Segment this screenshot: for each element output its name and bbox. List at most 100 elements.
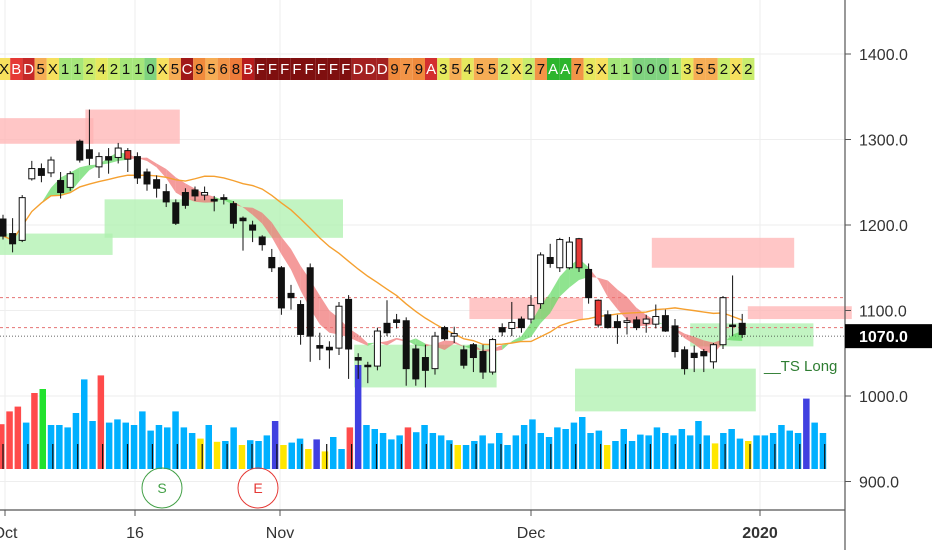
volume-bar xyxy=(97,375,105,469)
candle xyxy=(95,152,103,178)
rating-cell-bg xyxy=(22,58,35,80)
candle xyxy=(373,327,381,371)
rating-cell: 9 xyxy=(388,58,401,80)
rating-cell-text: 3 xyxy=(683,61,691,78)
candle-body xyxy=(28,168,36,180)
volume-bar xyxy=(172,411,179,469)
candle xyxy=(220,194,228,205)
candle xyxy=(47,156,55,178)
candle-body xyxy=(153,179,161,189)
candle xyxy=(325,341,333,369)
ma-ribbon-segment xyxy=(387,337,397,346)
rating-cell: D xyxy=(22,58,35,80)
supply-zone xyxy=(469,297,583,320)
candle-body xyxy=(258,236,266,246)
candle-body xyxy=(57,180,65,194)
rating-cell: 7 xyxy=(534,58,547,80)
candle xyxy=(0,214,7,240)
ma-ribbon-segment xyxy=(598,277,608,298)
rating-cell-bg xyxy=(608,58,621,80)
candle-body xyxy=(537,254,545,305)
volume-bar xyxy=(686,435,694,469)
volume-bar xyxy=(579,417,586,469)
rating-cell-text: X xyxy=(48,61,58,78)
supply-zone xyxy=(85,109,180,144)
rating-cell: X xyxy=(595,58,608,80)
volume-bar xyxy=(803,398,810,469)
candle-body xyxy=(719,297,727,346)
ma-ribbon-segment xyxy=(607,280,618,310)
candle xyxy=(114,142,122,164)
demand-zone xyxy=(575,368,756,412)
rating-cell-text: 1 xyxy=(73,61,81,78)
ma-ribbon-segment xyxy=(291,248,301,291)
rating-cell: 2 xyxy=(107,58,120,80)
candle-body xyxy=(297,304,305,335)
volume-bar xyxy=(662,433,669,469)
candle-body xyxy=(709,344,717,363)
rating-cell-text: 1 xyxy=(122,61,130,78)
candle-body xyxy=(143,171,151,185)
rating-cell: F xyxy=(315,58,328,80)
ma-ribbon-segment xyxy=(531,305,541,338)
volume-bar xyxy=(81,379,88,469)
event-marker: S xyxy=(141,467,183,509)
rating-cell: 2 xyxy=(742,58,755,80)
rating-cell-text: F xyxy=(305,61,314,78)
ma-ribbon-segment xyxy=(377,341,387,346)
candle xyxy=(210,195,218,212)
ma-ribbon-segment xyxy=(281,236,291,270)
volume-bar xyxy=(263,435,271,469)
rating-cell-text: F xyxy=(341,61,350,78)
candle-body xyxy=(393,319,401,323)
rating-cell-text: 2 xyxy=(744,61,752,78)
rating-cell-text: 4 xyxy=(464,61,472,78)
candle xyxy=(191,186,199,202)
rating-cell-text: 2 xyxy=(500,61,508,78)
volume-bar xyxy=(89,421,96,469)
rating-cell-bg xyxy=(46,58,59,80)
rating-cell: 9 xyxy=(412,58,425,80)
rating-cell: 5 xyxy=(705,58,718,80)
rating-cell-text: 1 xyxy=(134,61,142,78)
candle xyxy=(450,326,458,343)
last-price-badge xyxy=(845,324,932,349)
rating-cell-text: 8 xyxy=(232,61,240,78)
volume-bar xyxy=(155,425,163,469)
volume-bar xyxy=(130,425,138,469)
rating-cell: 1 xyxy=(608,58,621,80)
rating-cell-text: F xyxy=(317,61,326,78)
rating-cell: 4 xyxy=(95,58,108,80)
rating-cell-bg xyxy=(449,58,462,80)
candle-body xyxy=(239,217,247,222)
rating-cell: C xyxy=(181,58,194,80)
volume-bar xyxy=(736,438,744,469)
price-tick-label: 1000.0 xyxy=(859,389,908,406)
ma-ribbon-segment xyxy=(684,333,695,345)
ma-ribbon-segment xyxy=(156,163,167,179)
candle-body xyxy=(690,352,698,359)
candle-body xyxy=(546,256,554,264)
volume-bar xyxy=(164,427,171,469)
rating-cell-bg xyxy=(0,58,11,80)
price-tick-label: 1400.0 xyxy=(859,47,908,64)
candle xyxy=(642,314,650,333)
candle-body xyxy=(114,147,122,158)
rating-cell-text: 1 xyxy=(671,61,679,78)
volume-bar xyxy=(404,427,412,469)
rating-cell-bg xyxy=(644,58,657,80)
candle-body xyxy=(306,267,314,337)
candle-body xyxy=(642,318,650,324)
rating-cell-bg xyxy=(303,58,316,80)
candle xyxy=(460,345,468,369)
rating-cell-bg xyxy=(632,58,645,80)
volume-bar xyxy=(745,441,752,469)
volume-bar xyxy=(637,434,644,469)
rating-cell-bg xyxy=(254,58,267,80)
candle xyxy=(172,199,180,225)
ma-ribbon-segment xyxy=(252,207,263,224)
rating-cell-bg xyxy=(229,58,242,80)
volume-bar xyxy=(280,445,287,469)
volume-bar xyxy=(562,429,569,469)
